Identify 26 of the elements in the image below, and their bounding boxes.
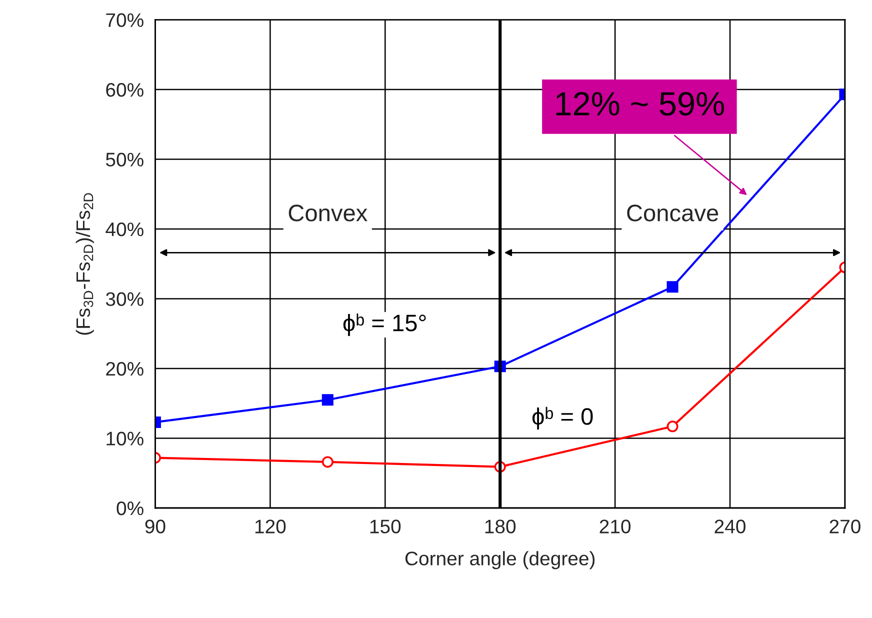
x-axis-title: Corner angle (degree) (405, 551, 595, 570)
y-tick-label: 70% (106, 13, 144, 28)
x-tick-label: 90 (145, 520, 166, 534)
y-tick-label: 0% (116, 501, 144, 516)
x-tick-label: 180 (485, 520, 516, 534)
y-tick-label: 30% (106, 292, 144, 306)
y-tick-label: 60% (106, 82, 144, 97)
point (322, 394, 334, 406)
x-tick-label: 270 (830, 520, 860, 534)
x-tick-label: 240 (714, 520, 746, 534)
x-tick-label: 210 (600, 520, 631, 534)
point (322, 456, 334, 468)
series-label: ϕᵇ = 15° (343, 313, 426, 336)
y-tick-label: 50% (106, 152, 144, 167)
y-tick-label: 40% (106, 222, 144, 236)
annotation: Concave (627, 204, 718, 222)
x-tick-label: 120 (255, 520, 286, 534)
y-axis-title: (Fs$_{3D}$-Fs$_{2D}$)/Fs$_{2D}$ (76, 193, 94, 335)
point (666, 420, 678, 432)
point (666, 281, 678, 293)
x-tick-label: 150 (370, 520, 401, 534)
annotation: Convex (288, 204, 368, 222)
y-tick-label: 10% (106, 432, 144, 446)
y-tick-label: 20% (106, 362, 144, 376)
series-label: ϕᵇ = 0 (532, 406, 593, 430)
annotation: 12% ~ 59% (556, 92, 724, 116)
